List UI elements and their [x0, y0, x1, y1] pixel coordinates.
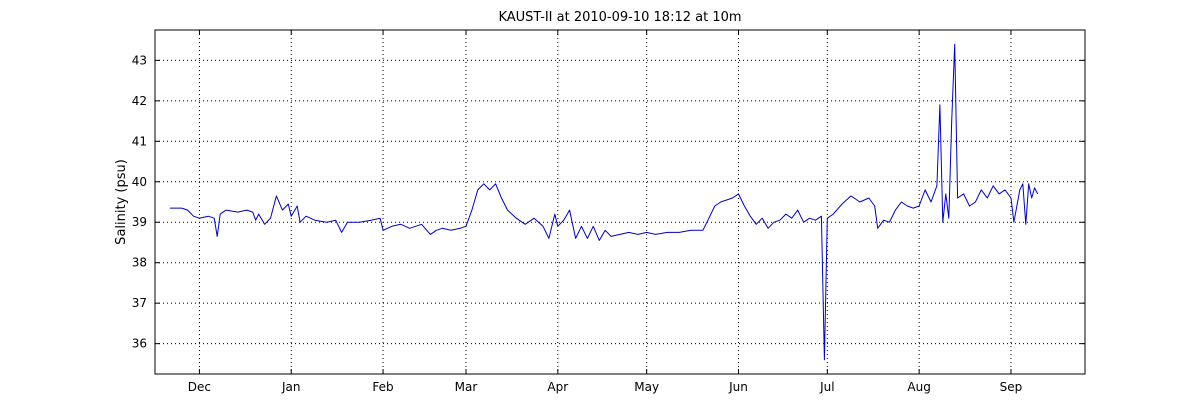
- x-tick-label: Mar: [455, 380, 478, 394]
- x-tick-label: Jan: [281, 380, 301, 394]
- x-tick-label: Apr: [547, 380, 568, 394]
- y-axis-label: Salinity (psu): [114, 159, 129, 245]
- y-tick-label: 42: [132, 94, 147, 108]
- x-tick-label: May: [634, 380, 659, 394]
- x-tick-label: Jul: [819, 380, 834, 394]
- x-tick-label: Dec: [188, 380, 211, 394]
- y-tick-label: 36: [132, 337, 147, 351]
- y-tick-label: 43: [132, 53, 147, 67]
- y-tick-label: 41: [132, 134, 147, 148]
- y-tick-label: 40: [132, 175, 147, 189]
- x-tick-label: Feb: [372, 380, 393, 394]
- x-tick-label: Sep: [1000, 380, 1023, 394]
- x-tick-labels: Dec Jan Feb Mar Apr May Jun Jul Aug Sep: [188, 380, 1022, 394]
- grid-lines: [155, 30, 1085, 374]
- plot-area-frame: [154, 29, 1086, 375]
- x-tick-label: Aug: [907, 380, 930, 394]
- y-tick-label: 39: [132, 215, 147, 229]
- chart-title: KAUST-II at 2010-09-10 18:12 at 10m: [498, 10, 741, 25]
- y-tick-labels: 36 37 38 39 40 41 42 43: [132, 53, 147, 350]
- series-layer: [169, 43, 1039, 361]
- x-tick-label: Jun: [728, 380, 748, 394]
- axis-ticks: [155, 30, 1085, 374]
- y-tick-label: 38: [132, 256, 147, 270]
- y-tick-label: 37: [132, 296, 147, 310]
- salinity-series-line: [169, 43, 1039, 361]
